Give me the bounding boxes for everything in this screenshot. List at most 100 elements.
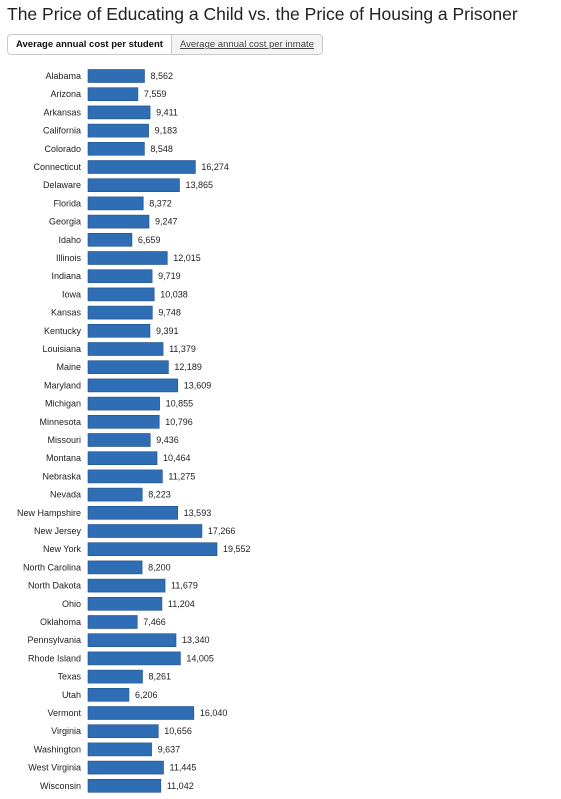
category-label-north-carolina: North Carolina	[23, 562, 81, 572]
bar-minnesota[interactable]	[87, 414, 160, 429]
category-label-oklahoma: Oklahoma	[40, 617, 81, 627]
bar-california[interactable]	[87, 123, 149, 138]
bar-alabama[interactable]	[87, 69, 145, 83]
category-label-missouri: Missouri	[47, 435, 81, 445]
bar-kansas[interactable]	[87, 305, 153, 320]
value-label-virginia: 10,656	[164, 726, 192, 736]
bar-west-virginia[interactable]	[87, 760, 164, 775]
bar-rhode-island[interactable]	[87, 651, 181, 666]
category-label-new-jersey: New Jersey	[34, 526, 82, 536]
bar-kentucky[interactable]	[87, 323, 151, 338]
category-label-new-york: New York	[43, 544, 82, 554]
bar-nebraska[interactable]	[87, 469, 163, 484]
category-label-arizona: Arizona	[50, 89, 81, 99]
bar-colorado[interactable]	[87, 142, 145, 156]
bar-ohio[interactable]	[87, 596, 163, 611]
category-label-north-dakota: North Dakota	[28, 581, 81, 591]
category-label-ohio: Ohio	[62, 599, 81, 609]
bar-iowa[interactable]	[87, 287, 155, 302]
value-label-arkansas: 9,411	[156, 107, 178, 117]
category-label-colorado: Colorado	[44, 144, 81, 154]
bar-maine[interactable]	[87, 360, 169, 375]
category-label-delaware: Delaware	[43, 180, 81, 190]
value-label-kansas: 9,748	[158, 308, 181, 318]
bar-pennsylvania[interactable]	[87, 633, 177, 648]
value-label-utah: 6,206	[135, 690, 158, 700]
bar-delaware[interactable]	[87, 178, 180, 192]
value-label-michigan: 10,855	[166, 399, 194, 409]
bar-florida[interactable]	[87, 196, 144, 211]
category-label-wisconsin: Wisconsin	[40, 781, 81, 791]
bar-connecticut[interactable]	[87, 160, 196, 174]
value-label-louisiana: 11,379	[169, 344, 196, 354]
bar-utah[interactable]	[87, 687, 130, 702]
bar-louisiana[interactable]	[87, 342, 164, 356]
category-label-alabama: Alabama	[45, 71, 81, 81]
bar-vermont[interactable]	[87, 706, 195, 720]
category-label-arkansas: Arkansas	[43, 107, 81, 117]
bar-arizona[interactable]	[87, 87, 139, 102]
tab-cost-per-inmate[interactable]: Average annual cost per inmate	[170, 34, 323, 55]
value-label-vermont: 16,040	[200, 708, 228, 718]
category-label-virginia: Virginia	[51, 726, 81, 736]
category-label-texas: Texas	[57, 672, 81, 682]
bar-washington[interactable]	[87, 742, 152, 757]
bar-north-carolina[interactable]	[87, 560, 143, 575]
value-label-washington: 9,637	[158, 744, 181, 754]
bar-wisconsin[interactable]	[87, 778, 162, 793]
category-label-montana: Montana	[46, 453, 81, 463]
category-label-indiana: Indiana	[51, 271, 81, 281]
value-label-arizona: 7,559	[144, 89, 167, 99]
bar-georgia[interactable]	[87, 214, 150, 229]
category-label-washington: Washington	[34, 744, 81, 754]
category-label-new-hampshire: New Hampshire	[17, 508, 81, 518]
bar-chart: Alabama 8,562 Arizona 7,559 Arkansas 9,411 Cal…	[0, 62, 561, 794]
bar-new-jersey[interactable]	[87, 524, 203, 538]
value-label-texas: 8,261	[149, 672, 172, 682]
tab-cost-per-student[interactable]: Average annual cost per student	[7, 34, 171, 55]
category-label-louisiana: Louisiana	[42, 344, 81, 354]
bar-montana[interactable]	[87, 451, 158, 466]
category-label-georgia: Georgia	[49, 217, 81, 227]
category-label-florida: Florida	[53, 198, 81, 208]
bar-texas[interactable]	[87, 669, 143, 684]
value-label-idaho: 6,659	[138, 235, 161, 245]
value-label-missouri: 9,436	[156, 435, 179, 445]
value-label-nebraska: 11,275	[168, 471, 195, 481]
category-label-nebraska: Nebraska	[42, 471, 81, 481]
category-label-idaho: Idaho	[58, 235, 81, 245]
bar-maryland[interactable]	[87, 378, 179, 393]
category-label-west-virginia: West Virginia	[28, 763, 81, 773]
bar-nevada[interactable]	[87, 487, 143, 502]
bar-new-hampshire[interactable]	[87, 505, 178, 520]
value-label-new-hampshire: 13,593	[184, 508, 212, 518]
value-label-new-jersey: 17,266	[208, 526, 236, 536]
value-label-north-carolina: 8,200	[148, 562, 171, 572]
value-label-new-york: 19,552	[223, 544, 251, 554]
value-label-maryland: 13,609	[184, 380, 212, 390]
category-label-rhode-island: Rhode Island	[28, 653, 81, 663]
value-label-nevada: 8,223	[148, 490, 171, 500]
value-label-colorado: 8,548	[150, 144, 173, 154]
bar-new-york[interactable]	[87, 542, 218, 557]
category-label-nevada: Nevada	[50, 490, 81, 500]
value-label-california: 9,183	[155, 126, 178, 136]
value-label-rhode-island: 14,005	[186, 653, 214, 663]
bar-missouri[interactable]	[87, 433, 151, 447]
bar-illinois[interactable]	[87, 251, 168, 265]
category-label-vermont: Vermont	[47, 708, 81, 718]
value-label-oklahoma: 7,466	[143, 617, 166, 627]
bar-idaho[interactable]	[87, 233, 133, 247]
value-label-montana: 10,464	[163, 453, 191, 463]
value-label-iowa: 10,038	[160, 289, 188, 299]
bar-north-dakota[interactable]	[87, 578, 166, 593]
bar-oklahoma[interactable]	[87, 615, 138, 629]
value-label-indiana: 9,719	[158, 271, 181, 281]
bar-arkansas[interactable]	[87, 105, 151, 120]
value-label-kentucky: 9,391	[156, 326, 179, 336]
bar-virginia[interactable]	[87, 724, 159, 739]
bar-michigan[interactable]	[87, 396, 160, 411]
category-label-kansas: Kansas	[51, 308, 82, 318]
bar-indiana[interactable]	[87, 269, 153, 283]
category-label-kentucky: Kentucky	[44, 326, 82, 336]
